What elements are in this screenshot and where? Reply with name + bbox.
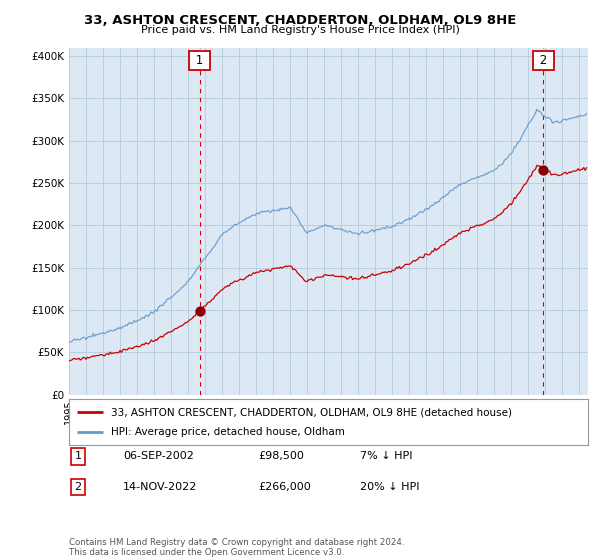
Text: £266,000: £266,000: [258, 482, 311, 492]
Text: HPI: Average price, detached house, Oldham: HPI: Average price, detached house, Oldh…: [110, 427, 344, 437]
Text: £98,500: £98,500: [258, 451, 304, 461]
Text: 2: 2: [536, 54, 551, 67]
Text: 7% ↓ HPI: 7% ↓ HPI: [360, 451, 413, 461]
Text: 20% ↓ HPI: 20% ↓ HPI: [360, 482, 419, 492]
Point: [538, 165, 548, 174]
Text: 06-SEP-2002: 06-SEP-2002: [123, 451, 194, 461]
Text: Contains HM Land Registry data © Crown copyright and database right 2024.
This d: Contains HM Land Registry data © Crown c…: [69, 538, 404, 557]
Text: 33, ASHTON CRESCENT, CHADDERTON, OLDHAM, OL9 8HE: 33, ASHTON CRESCENT, CHADDERTON, OLDHAM,…: [84, 14, 516, 27]
Text: 14-NOV-2022: 14-NOV-2022: [123, 482, 197, 492]
Point: [195, 307, 205, 316]
Text: 1: 1: [74, 451, 82, 461]
Text: 1: 1: [193, 54, 208, 67]
Text: Price paid vs. HM Land Registry's House Price Index (HPI): Price paid vs. HM Land Registry's House …: [140, 25, 460, 35]
Text: 33, ASHTON CRESCENT, CHADDERTON, OLDHAM, OL9 8HE (detached house): 33, ASHTON CRESCENT, CHADDERTON, OLDHAM,…: [110, 407, 512, 417]
Text: 2: 2: [74, 482, 82, 492]
